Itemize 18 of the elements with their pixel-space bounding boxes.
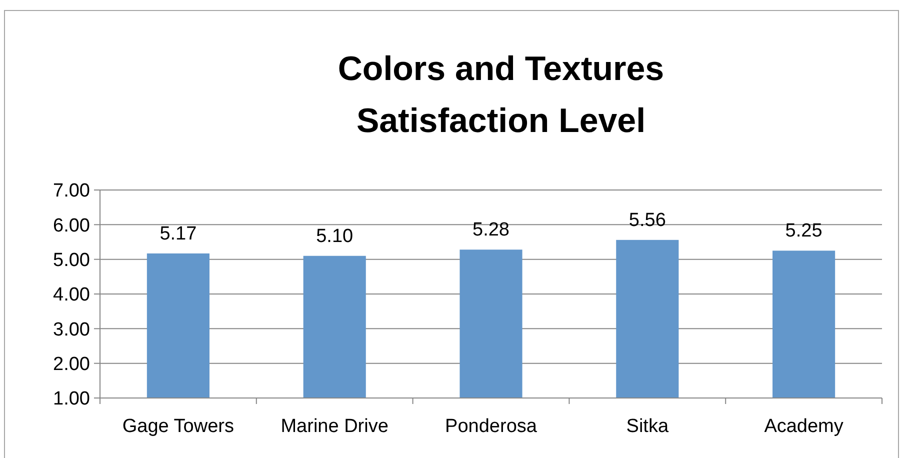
y-tick-label: 3.00 <box>53 319 90 340</box>
x-tick-label: Ponderosa <box>445 416 538 437</box>
data-label: 5.17 <box>160 223 197 244</box>
x-tick-label: Sitka <box>626 416 669 437</box>
data-label: 5.10 <box>316 226 354 247</box>
y-tick-label: 1.00 <box>53 388 90 410</box>
y-tick-label: 2.00 <box>53 354 90 375</box>
x-tick-label: Academy <box>764 416 844 437</box>
data-label: 5.25 <box>785 220 822 242</box>
x-tick-label: Gage Towers <box>122 416 234 437</box>
data-label: 5.56 <box>628 210 666 231</box>
y-tick-label: 6.00 <box>53 215 90 236</box>
x-tick-label: Marine Drive <box>280 416 388 437</box>
y-tick-label: 5.00 <box>53 250 90 271</box>
data-label: 5.28 <box>472 220 510 241</box>
y-tick-label: 4.00 <box>53 284 90 306</box>
chart-title: Colors and Textures Satisfaction Level <box>338 50 664 140</box>
y-tick-label: 7.00 <box>53 180 90 202</box>
